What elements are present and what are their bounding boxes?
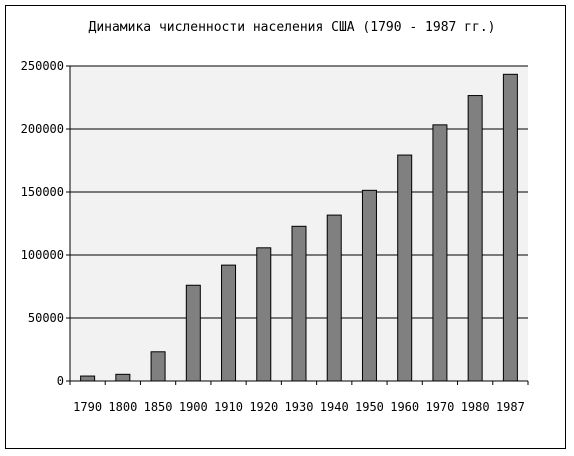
bar-1960: [397, 154, 413, 382]
x-tick-label: 1850: [144, 400, 173, 414]
x-tick-label: 1920: [249, 400, 278, 414]
x-tick-label: 1980: [461, 400, 490, 414]
bar-1900: [185, 284, 201, 382]
x-tick-label: 1910: [214, 400, 243, 414]
x-tick-label: 1930: [285, 400, 314, 414]
x-tick-label: 1970: [425, 400, 454, 414]
bar-1920: [256, 247, 272, 382]
x-tick-label: 1800: [108, 400, 137, 414]
y-tick-label: 150000: [21, 185, 64, 199]
y-tick-label: 100000: [21, 248, 64, 262]
x-tick-label: 1987: [496, 400, 525, 414]
x-tick-label: 1940: [320, 400, 349, 414]
bar-1850: [150, 351, 166, 382]
bar-1987: [502, 73, 518, 382]
bar-1940: [326, 214, 342, 382]
x-tick-label: 1950: [355, 400, 384, 414]
bar-1970: [432, 124, 448, 382]
y-tick-labels: 0 50000 100000 150000 200000 250000: [21, 59, 64, 388]
chart-title: Динамика численности населения США (1790…: [89, 20, 496, 35]
axes: [69, 66, 529, 385]
bar-1980: [467, 95, 483, 382]
y-tick-label: 250000: [21, 59, 64, 73]
bar-1950: [361, 189, 377, 382]
bar-1790: [80, 375, 96, 382]
x-tick-labels: 1790 1800 1850 1900 1910 1920 1930 1940 1950 1960…: [73, 400, 525, 414]
x-tick-label: 1900: [179, 400, 208, 414]
y-tick-label: 0: [57, 374, 64, 388]
y-tick-label: 200000: [21, 122, 64, 136]
bar-1930: [291, 225, 307, 382]
bar-1800: [115, 373, 131, 382]
y-tick-label: 50000: [28, 311, 64, 325]
bars: [80, 73, 518, 382]
x-tick-label: 1960: [390, 400, 419, 414]
x-tick-label: 1790: [73, 400, 102, 414]
bar-1910: [221, 264, 237, 382]
